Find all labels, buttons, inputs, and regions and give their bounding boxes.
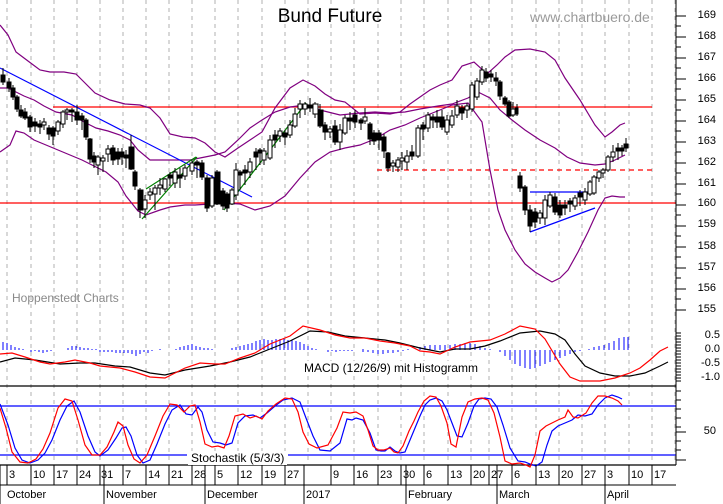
- macd-histogram: [2, 337, 629, 369]
- date-label: 16: [356, 469, 369, 481]
- date-label: 31: [101, 469, 114, 481]
- date-label: 20: [473, 469, 486, 481]
- price-label: 162: [697, 156, 716, 168]
- source-label: Hoppenstedt Charts: [12, 291, 119, 305]
- macd-label: MACD (12/26/9) mit Histogramm: [302, 361, 481, 375]
- date-label: 21: [171, 469, 184, 481]
- price-label: 165: [697, 93, 716, 105]
- price-label: 160: [697, 197, 716, 209]
- triangle-bottom-line: [529, 207, 596, 233]
- stoch-label: Stochastik (5/3/3): [188, 451, 288, 465]
- date-label: 17: [56, 469, 69, 481]
- price-label: 164: [697, 114, 716, 126]
- month-label-november: November: [106, 489, 157, 501]
- month-label-2017: 2017: [306, 489, 331, 501]
- price-label: 168: [697, 30, 716, 42]
- date-label: 27: [584, 469, 597, 481]
- month-label-february: February: [408, 489, 453, 501]
- date-label: 10: [33, 469, 46, 481]
- date-label: 28: [194, 469, 207, 481]
- candlesticks: [0, 66, 629, 232]
- month-label-april: April: [607, 489, 630, 501]
- date-label: 17: [654, 469, 667, 481]
- price-label: 169: [697, 9, 716, 21]
- date-label: 7: [125, 469, 132, 481]
- date-label: 9: [333, 469, 340, 481]
- macd-axis-label: 0.5: [704, 329, 720, 341]
- date-label: 13: [450, 469, 463, 481]
- price-label: 157: [697, 261, 716, 273]
- price-label: 166: [697, 72, 716, 84]
- chart-title: Bund Future: [277, 6, 383, 27]
- channel-upper-line: [145, 156, 197, 190]
- month-label-october: October: [7, 489, 47, 501]
- date-label: 12: [240, 469, 253, 481]
- price-label: 155: [697, 303, 716, 315]
- downtrend-line: [0, 67, 253, 198]
- macd-axis-label: 0.0: [704, 343, 720, 355]
- date-label: 27: [491, 469, 504, 481]
- price-label: 167: [697, 51, 716, 63]
- month-label-december: December: [207, 489, 258, 501]
- date-label: 14: [148, 469, 161, 481]
- price-label: 159: [697, 218, 716, 230]
- date-label: 19: [264, 469, 277, 481]
- date-label: 27: [287, 469, 300, 481]
- stochastic-lines: [0, 394, 623, 468]
- date-label: 23: [380, 469, 393, 481]
- date-label: 3: [9, 469, 16, 481]
- price-label: 161: [697, 177, 716, 189]
- right-axis: [675, 0, 686, 465]
- date-label: 13: [538, 469, 551, 481]
- date-label: 5: [217, 469, 224, 481]
- month-label-march: March: [499, 489, 530, 501]
- macd-axis-label: -0.5: [701, 357, 720, 369]
- vertical-gridlines: [6, 0, 676, 464]
- date-label: 3: [607, 469, 614, 481]
- date-label: 30: [403, 469, 416, 481]
- watermark: www.chartbuero.de: [530, 9, 650, 25]
- resistance-lines: [0, 106, 676, 204]
- macd-axis-label: -1.0: [701, 371, 720, 383]
- date-label: 20: [561, 469, 574, 481]
- price-label: 163: [697, 135, 716, 147]
- price-label: 158: [697, 240, 716, 252]
- date-label: 10: [631, 469, 644, 481]
- date-label: 6: [514, 469, 521, 481]
- stoch-axis-label: 50: [703, 425, 716, 437]
- date-axis: [0, 465, 676, 504]
- date-label: 24: [79, 469, 92, 481]
- price-label: 156: [697, 282, 716, 294]
- date-label: 6: [426, 469, 433, 481]
- macd-lines: [0, 325, 669, 382]
- channel-lower-line: [141, 156, 198, 220]
